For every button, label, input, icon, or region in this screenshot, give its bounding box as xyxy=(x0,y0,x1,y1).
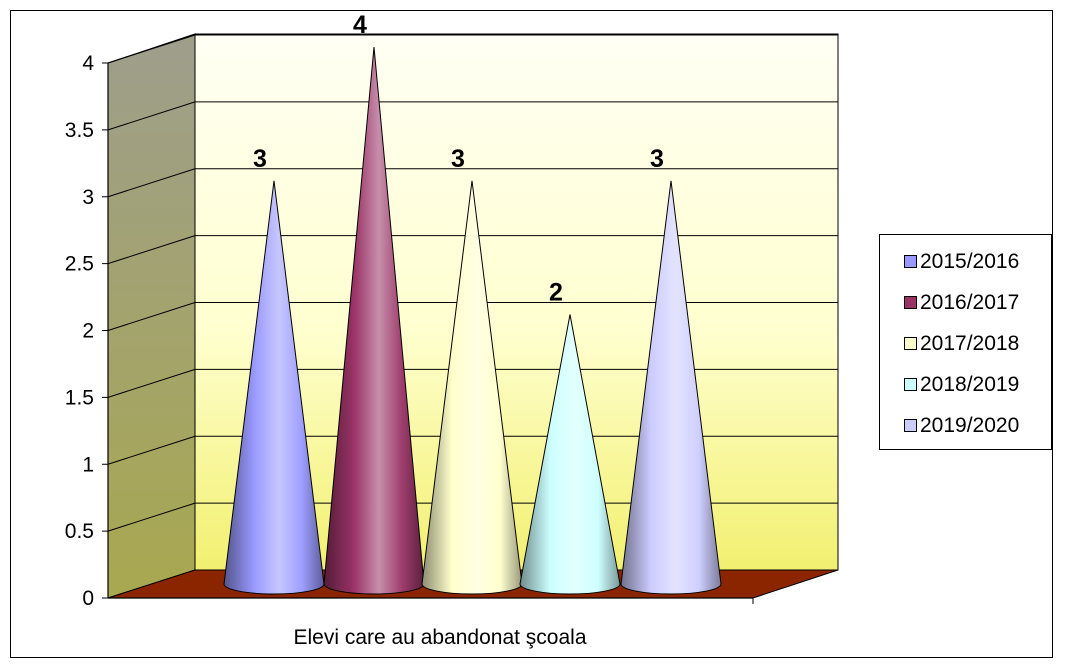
cone-2016-2017 xyxy=(323,46,425,595)
legend-label: 2016/2017 xyxy=(920,290,1020,314)
cone-2015-2016 xyxy=(223,180,325,595)
gridline xyxy=(107,34,196,64)
gridline xyxy=(107,302,196,331)
data-label: 4 xyxy=(353,11,367,39)
gridline xyxy=(107,502,196,532)
cone-2018-2019 xyxy=(519,314,621,595)
legend-item: 2016/2017 xyxy=(880,282,1051,323)
gridline xyxy=(107,435,196,465)
cone-2017-2018 xyxy=(421,180,523,595)
legend-swatch xyxy=(904,378,917,391)
y-tick-label: 3.5 xyxy=(65,119,94,142)
legend-label: 2018/2019 xyxy=(920,372,1020,396)
gridline xyxy=(107,235,196,265)
y-tick-label: 4 xyxy=(82,52,94,75)
data-label: 3 xyxy=(650,145,664,173)
y-tick-label: 0 xyxy=(82,587,94,610)
legend: 2015/2016 2016/2017 2017/2018 2018/2019 2019… xyxy=(879,234,1052,450)
legend-item: 2017/2018 xyxy=(880,323,1051,364)
legend-swatch xyxy=(904,296,917,309)
gridlines xyxy=(107,34,838,532)
y-tick-label: 2 xyxy=(82,320,94,343)
y-axis: 0 0.5 1 1.5 2 2.5 3 3.5 4 xyxy=(65,52,109,610)
legend-item: 2019/2020 xyxy=(880,405,1051,446)
legend-item: 2015/2016 xyxy=(880,241,1051,282)
y-tick-label: 1 xyxy=(82,453,94,476)
data-labels: 3 4 3 2 3 xyxy=(253,11,664,307)
legend-label: 2019/2020 xyxy=(920,413,1020,437)
data-label: 3 xyxy=(253,145,267,173)
y-tick-label: 3 xyxy=(82,186,94,209)
data-label: 2 xyxy=(549,279,563,307)
y-tick-label: 2.5 xyxy=(65,253,94,276)
legend-item: 2018/2019 xyxy=(880,364,1051,405)
cone-2019-2020 xyxy=(620,180,722,595)
legend-label: 2015/2016 xyxy=(920,249,1020,273)
y-tick-label: 1.5 xyxy=(65,386,94,409)
legend-swatch xyxy=(904,419,917,432)
x-axis-label: Elevi care au abandonat şcoala xyxy=(293,626,586,649)
legend-swatch xyxy=(904,255,917,268)
y-tick-label: 0.5 xyxy=(65,520,94,543)
cones xyxy=(223,46,722,595)
gridline xyxy=(107,368,196,398)
gridline xyxy=(107,101,196,131)
legend-swatch xyxy=(904,337,917,350)
data-label: 3 xyxy=(451,145,465,173)
legend-label: 2017/2018 xyxy=(920,331,1020,355)
gridline xyxy=(107,168,196,198)
